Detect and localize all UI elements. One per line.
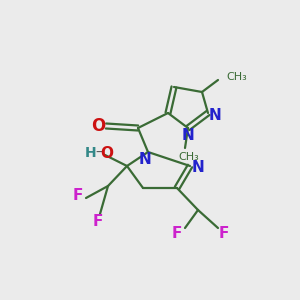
Text: CH₃: CH₃ — [226, 72, 247, 82]
Text: F: F — [73, 188, 83, 203]
Text: F: F — [172, 226, 182, 242]
Text: F: F — [93, 214, 103, 230]
Text: O: O — [100, 146, 113, 160]
Text: N: N — [192, 160, 204, 175]
Text: N: N — [182, 128, 194, 143]
Text: N: N — [208, 107, 221, 122]
Text: N: N — [139, 152, 152, 166]
Text: F: F — [219, 226, 229, 242]
Text: O: O — [91, 117, 105, 135]
Text: H: H — [85, 146, 97, 160]
Text: –: – — [96, 146, 102, 160]
Text: CH₃: CH₃ — [178, 152, 200, 162]
